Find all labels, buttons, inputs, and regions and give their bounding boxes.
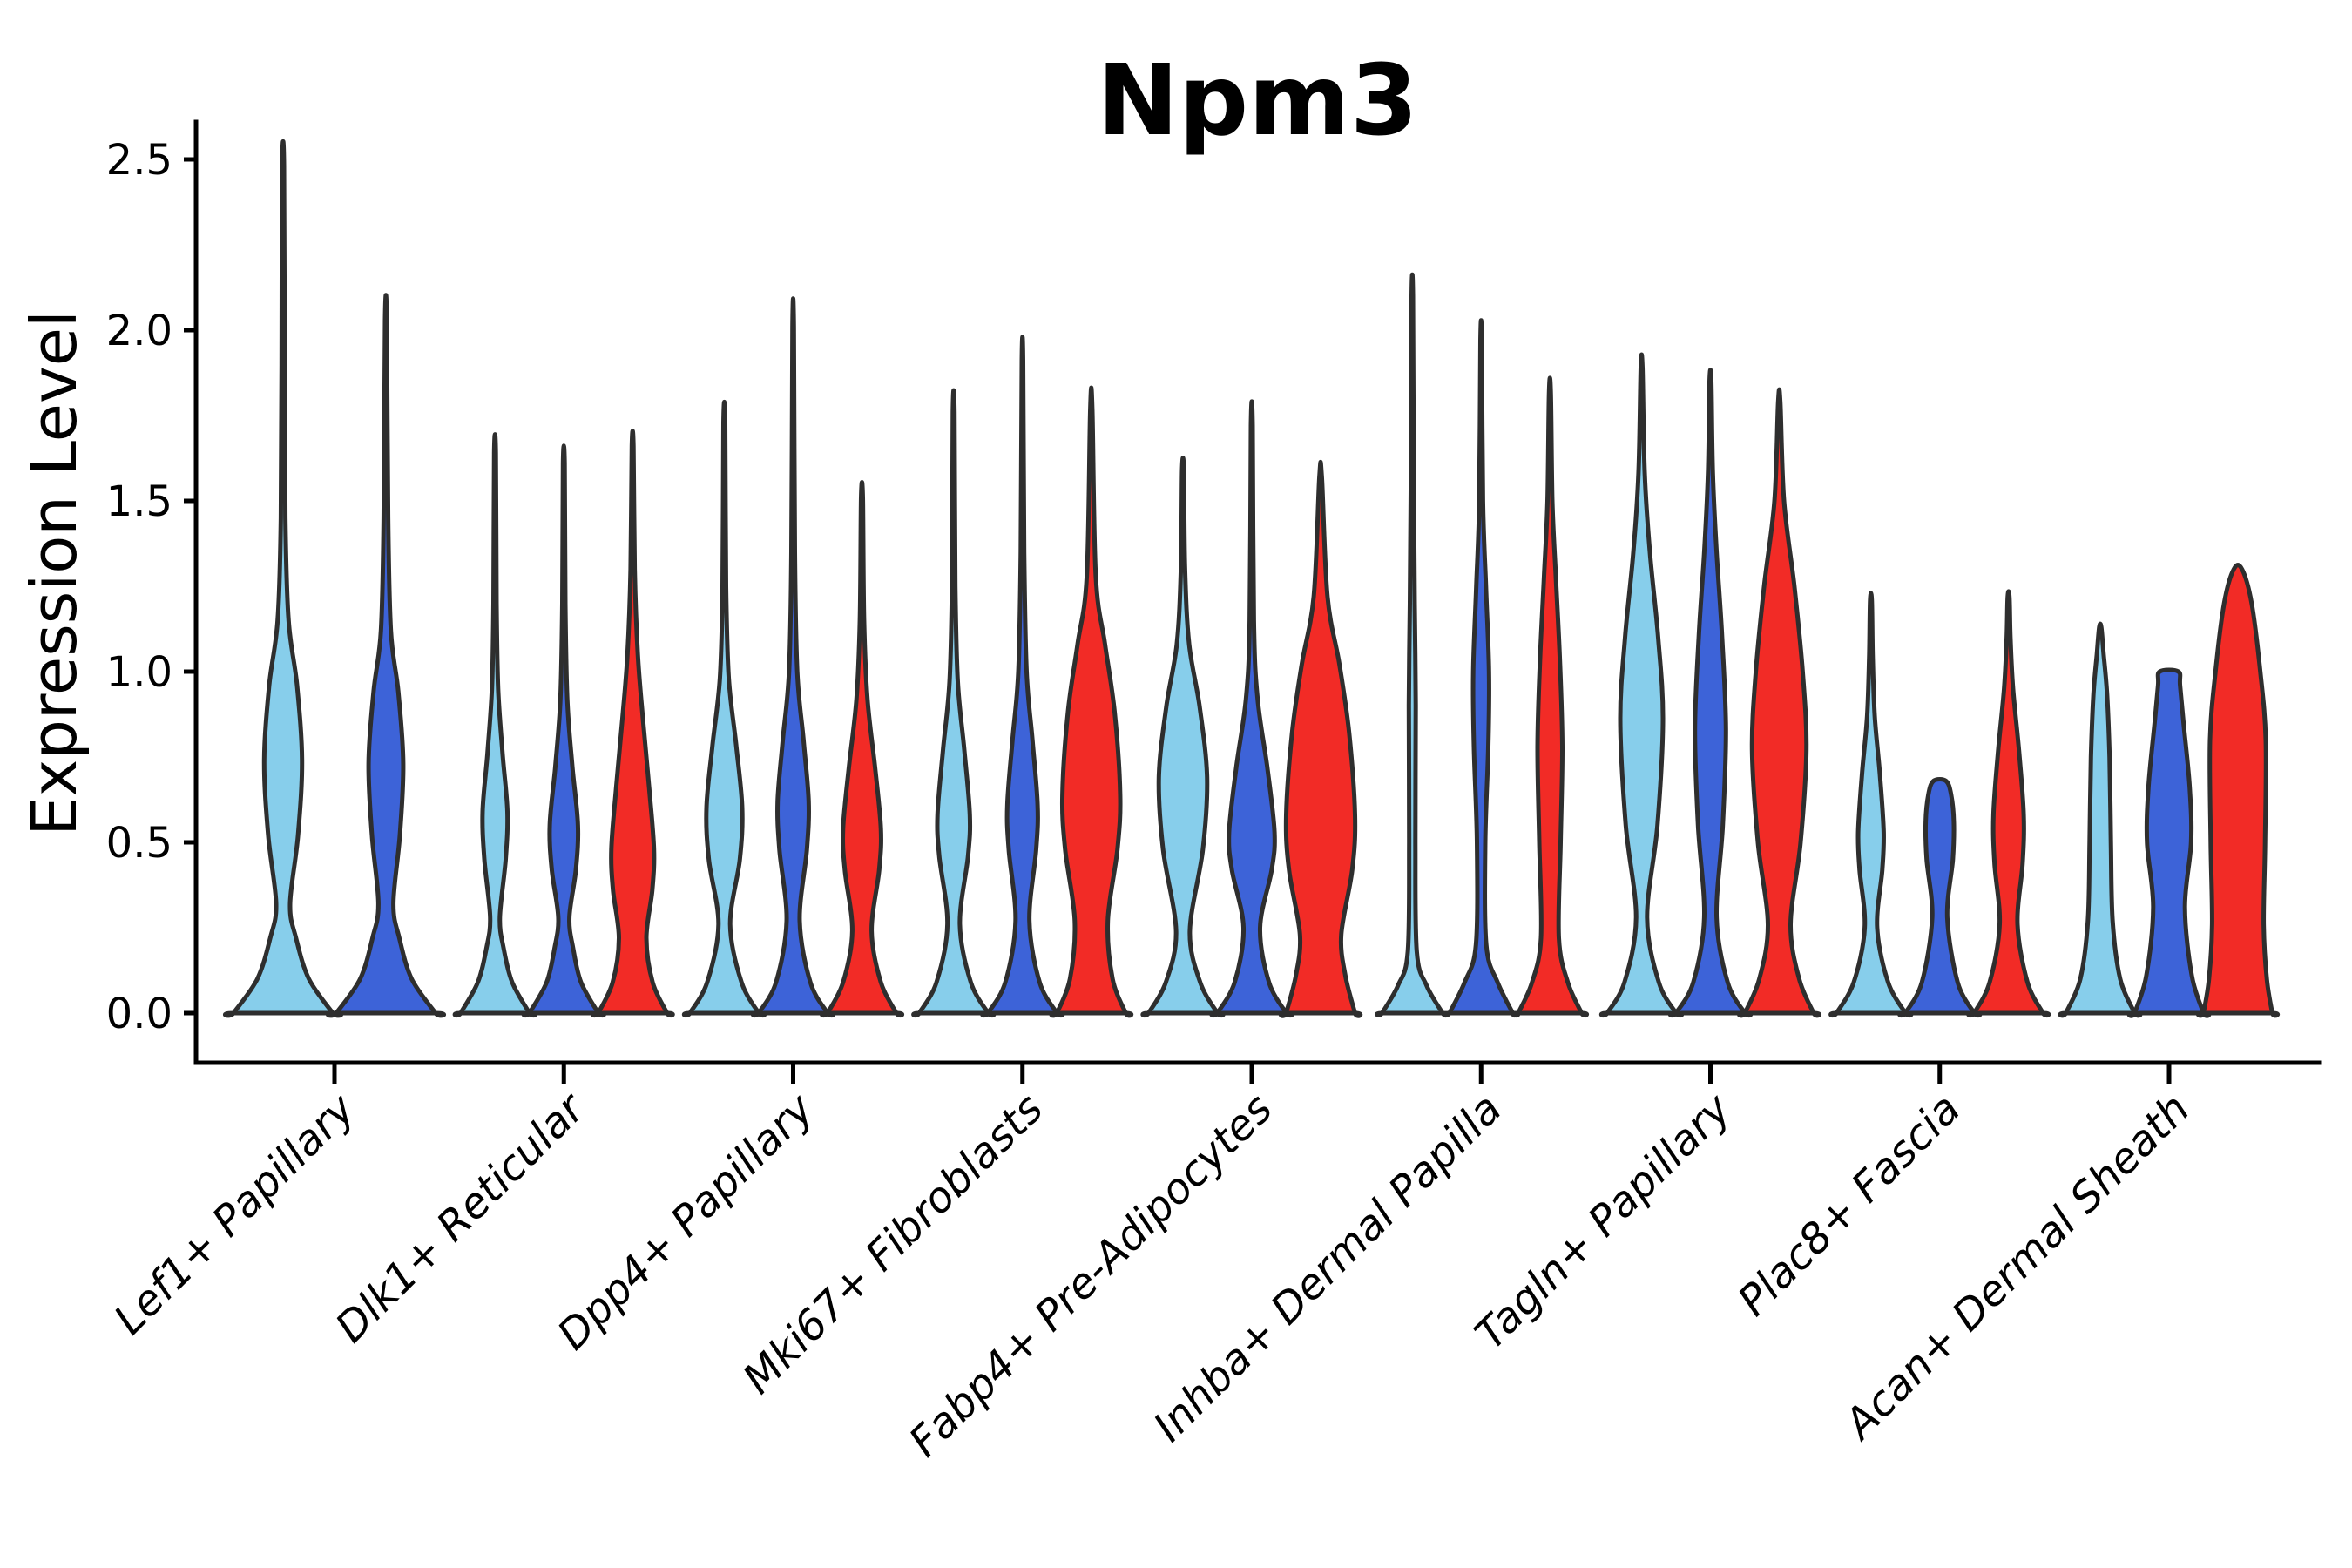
violin-red <box>1278 459 1363 1018</box>
violin-light_blue <box>1140 456 1226 1018</box>
violin-dark_blue <box>750 296 836 1018</box>
violin-dark_blue <box>325 293 447 1018</box>
x-category-label: Plac8+ Fascia <box>1729 1085 1970 1326</box>
violin-red <box>1736 387 1822 1018</box>
x-category-label: Dpp4+ Papillary <box>548 1084 823 1359</box>
x-category-label: Fabp4+ Pre-Adipocytes <box>900 1085 1282 1467</box>
violin-light_blue <box>1598 352 1685 1018</box>
x-category-label: Lef1+ Papillary <box>105 1084 365 1344</box>
violin-red <box>1049 385 1134 1018</box>
violin-dark_blue <box>1897 776 1983 1018</box>
violin-dark_blue <box>1209 399 1294 1018</box>
violin-dark_blue <box>980 335 1065 1018</box>
x-category-label: Dlk1+ Reticular <box>327 1083 597 1353</box>
violin-dark_blue <box>2126 667 2212 1018</box>
violin-red <box>819 479 905 1018</box>
violin-dark_blue <box>1667 368 1754 1018</box>
y-tick-label: 1.5 <box>106 477 172 526</box>
violin-light_blue <box>222 139 344 1018</box>
violin-red <box>590 429 675 1018</box>
violin-light_blue <box>1375 273 1450 1017</box>
axis-spines <box>193 119 2322 1065</box>
violin-red <box>2195 563 2281 1018</box>
y-tick-label: 0.0 <box>106 990 172 1038</box>
violin-red <box>1966 589 2051 1018</box>
violin-light_blue <box>911 388 997 1018</box>
violin-dark_blue <box>521 443 606 1018</box>
violin-light_blue <box>2058 621 2143 1018</box>
y-tick-label: 1.0 <box>106 648 172 697</box>
y-tick-label: 0.5 <box>106 819 172 868</box>
violin-light_blue <box>681 399 767 1018</box>
x-category-label: Tagln+ Papillary <box>1466 1084 1741 1359</box>
violin-light_blue <box>1828 591 1914 1018</box>
violin-dark_blue <box>1442 318 1521 1018</box>
violin-light_blue <box>452 432 537 1018</box>
y-tick-label: 2.5 <box>106 136 172 185</box>
violin-red <box>1511 375 1590 1018</box>
y-tick-label: 2.0 <box>106 307 172 355</box>
